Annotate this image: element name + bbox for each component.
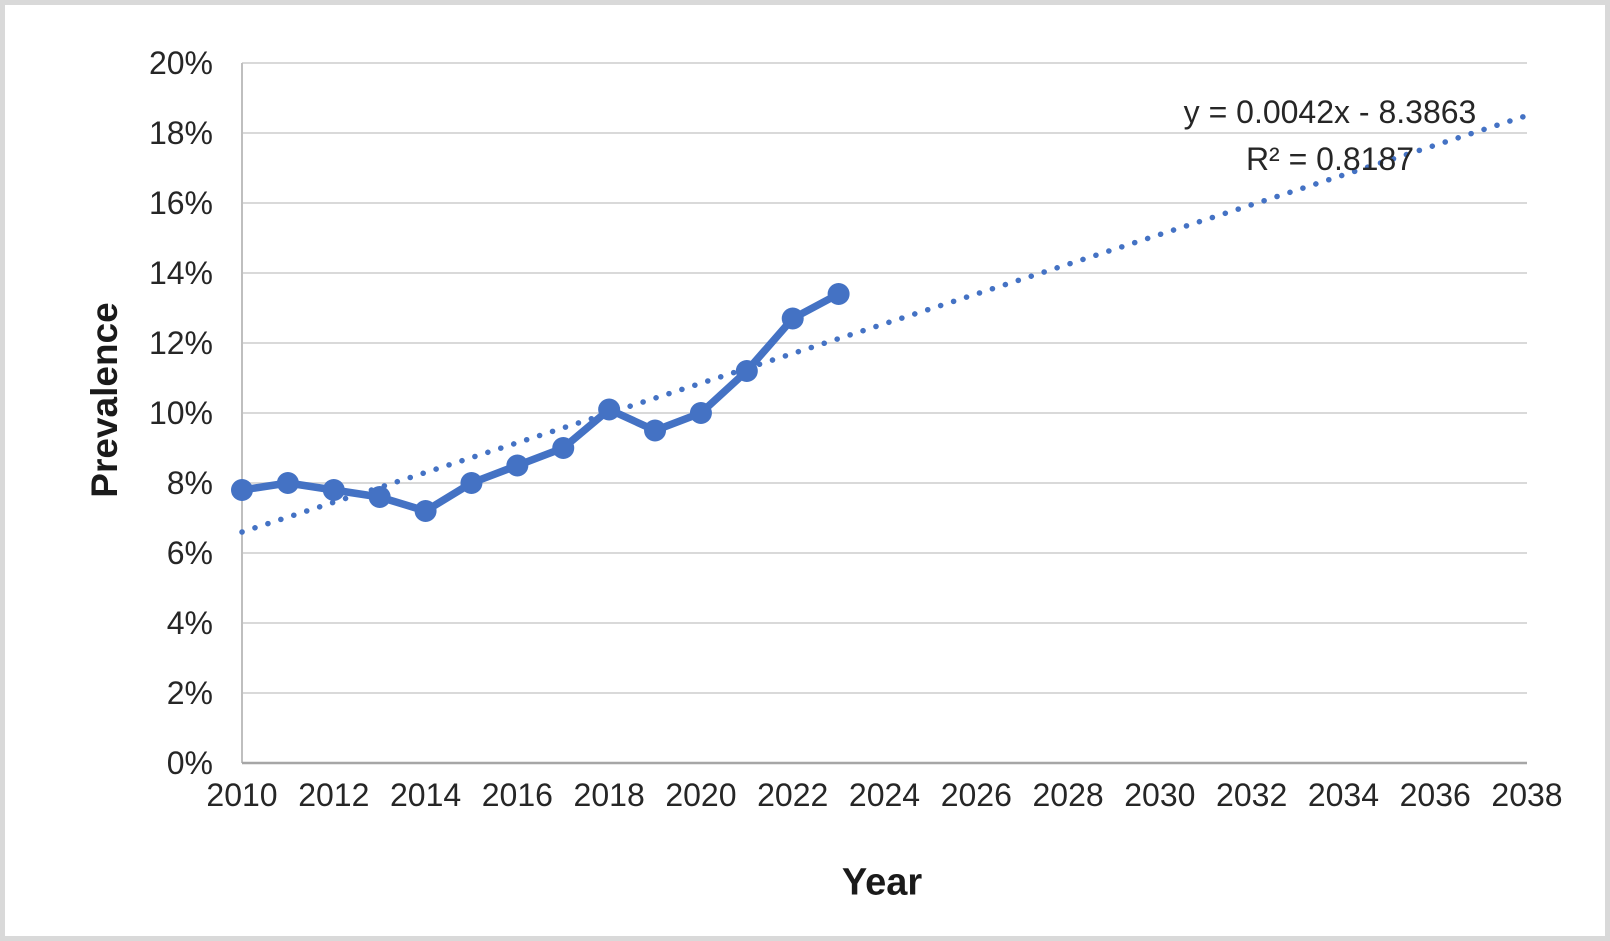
x-tick-label: 2016: [482, 777, 553, 813]
trendline-r-squared: R² = 0.8187: [1245, 141, 1415, 177]
data-point-marker: [781, 307, 804, 330]
trendline-label: y = 0.0042x - 8.3863 R² = 0.8187: [1184, 89, 1477, 183]
data-point-marker: [552, 437, 575, 459]
x-tick-label: 2020: [665, 777, 736, 813]
data-point-marker: [827, 283, 850, 305]
y-tick-label: 20%: [149, 45, 213, 81]
data-point-marker: [598, 398, 621, 421]
y-axis-title: Prevalence: [84, 302, 125, 498]
data-point-marker: [276, 472, 299, 494]
data-point-marker: [231, 479, 253, 501]
x-tick-label: 2022: [757, 777, 828, 813]
x-tick-label: 2032: [1216, 777, 1287, 813]
data-point-marker: [460, 472, 483, 494]
data-point-marker: [322, 479, 345, 501]
y-tick-label: 8%: [167, 465, 213, 501]
x-tick-label: 2012: [298, 777, 369, 813]
x-tick-label: 2010: [206, 777, 277, 813]
x-tick-label: 2038: [1491, 777, 1562, 813]
data-point-marker: [689, 402, 712, 424]
data-point-marker: [735, 360, 758, 382]
x-tick-label: 2030: [1124, 777, 1195, 813]
x-tick-label: 2018: [574, 777, 645, 813]
y-tick-label: 4%: [167, 605, 213, 641]
y-tick-label: 18%: [149, 115, 213, 151]
y-tick-label: 2%: [167, 675, 213, 711]
x-tick-label: 2024: [849, 777, 920, 813]
x-tick-label: 2026: [941, 777, 1012, 813]
y-tick-label: 10%: [149, 395, 213, 431]
data-point-marker: [506, 454, 529, 477]
trendline-equation: y = 0.0042x - 8.3863: [1183, 94, 1477, 130]
x-tick-label: 2028: [1032, 777, 1103, 813]
series-line: [238, 290, 843, 515]
data-point-marker: [368, 486, 391, 508]
data-point-marker: [414, 500, 437, 522]
y-tick-label: 6%: [167, 535, 213, 571]
y-tick-label: 0%: [167, 745, 213, 781]
y-tick-label: 16%: [149, 185, 213, 221]
data-point-marker: [644, 419, 667, 442]
y-tick-label: 12%: [149, 325, 213, 361]
x-tick-label: 2036: [1400, 777, 1471, 813]
x-axis-title: Year: [841, 861, 923, 904]
x-tick-label: 2034: [1308, 777, 1379, 813]
y-tick-label: 14%: [149, 255, 213, 291]
prevalence-line-chart: 0% 2% 4% 6% 8% 10% 12% 14% 16% 18% 20% 2010 2012 2014…: [149, 45, 1563, 813]
x-tick-label: 2014: [390, 777, 461, 813]
